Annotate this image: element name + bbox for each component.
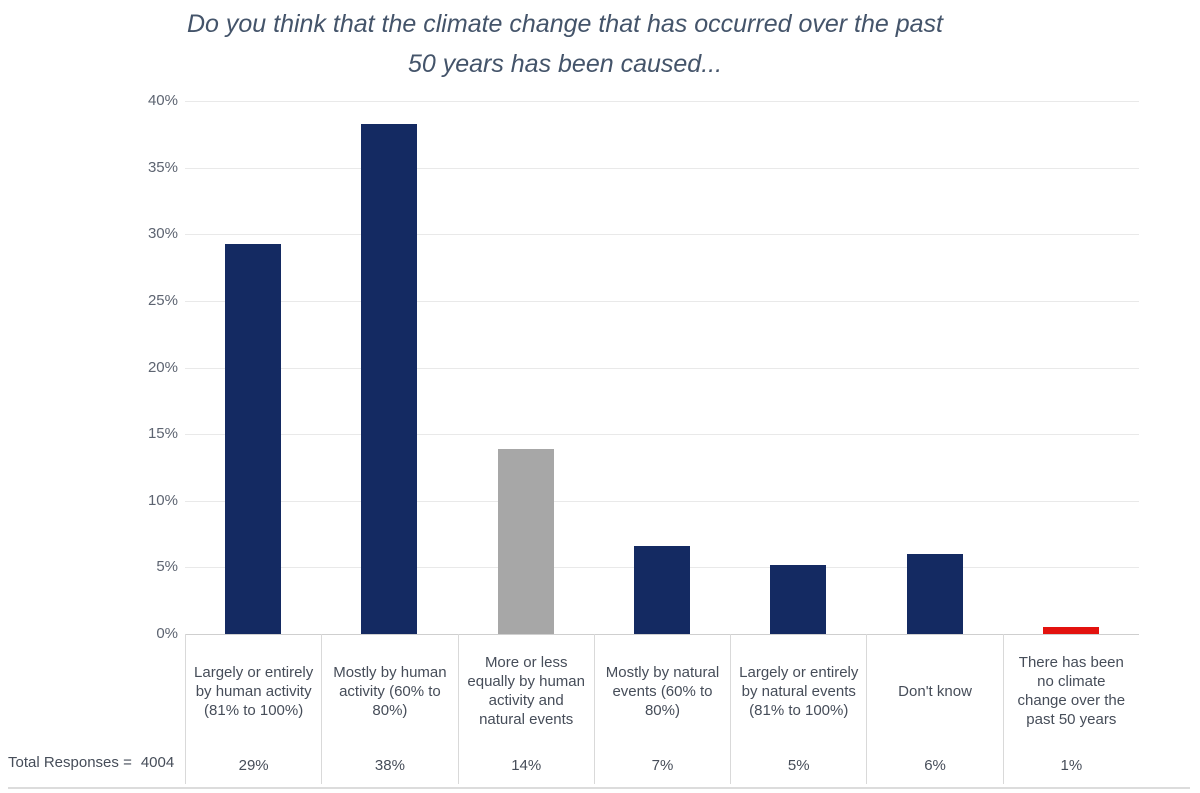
bar-column <box>1003 101 1139 634</box>
total-responses: Total Responses = 4004 <box>8 634 184 784</box>
category-cell: Don't know 6% <box>866 634 1002 784</box>
y-axis-tick-label: 15% <box>147 425 178 443</box>
category-label: Mostly by natural events (60% to 80%) <box>605 663 720 719</box>
category-percent: 7% <box>651 756 674 774</box>
category-label: Largely or entirely by natural events (8… <box>739 663 859 719</box>
gridline <box>185 167 1139 169</box>
bar-5 <box>770 564 827 634</box>
category-table: Largely or entirely by human activity (8… <box>185 634 1139 784</box>
x-axis-line <box>185 634 1139 635</box>
category-label: Don't know <box>898 682 972 700</box>
bar-2 <box>361 123 418 634</box>
category-percent: 6% <box>924 756 946 774</box>
category-cell: Largely or entirely by human activity (8… <box>185 634 321 784</box>
category-percent: 14% <box>511 756 542 774</box>
gridline <box>185 500 1139 502</box>
chart-title-line2: 50 years has been caused... <box>407 50 723 78</box>
bar-column <box>594 101 730 634</box>
y-axis-tick-label: 5% <box>156 558 178 576</box>
bars-layer <box>185 101 1139 634</box>
y-axis-tick-label: 40% <box>147 92 178 109</box>
category-percent: 1% <box>1060 756 1083 774</box>
category-label: There has been no climate change over th… <box>1017 654 1126 728</box>
category-cell: Mostly by human activity (60% to 80%) 38% <box>321 634 457 784</box>
category-cell: More or less equally by human activity a… <box>457 634 594 784</box>
gridline <box>185 434 1139 436</box>
y-axis-tick-label: 25% <box>147 291 178 309</box>
category-label: Mostly by human activity (60% to 80%) <box>333 663 447 719</box>
bar-3 <box>497 448 554 634</box>
bar-column <box>730 101 866 634</box>
bar-7 <box>1042 627 1099 634</box>
bar-column <box>866 101 1002 634</box>
category-cell: Largely or entirely by natural events (8… <box>730 634 866 784</box>
bar-1 <box>225 243 282 634</box>
gridline <box>185 234 1139 236</box>
plot-area <box>185 101 1139 635</box>
bar-4 <box>633 546 690 634</box>
gridline <box>185 367 1139 369</box>
y-axis-tick-label: 35% <box>147 158 178 176</box>
category-cell: There has been no climate change over th… <box>1002 634 1139 784</box>
category-percent: 29% <box>238 756 269 774</box>
category-percent: 5% <box>787 756 810 774</box>
bar-6 <box>906 554 963 634</box>
y-axis-tick-label: 0% <box>156 625 178 642</box>
total-responses-label: Total Responses = <box>8 754 132 771</box>
bottom-border-line <box>8 787 1190 789</box>
total-responses-value: 4004 <box>140 754 175 771</box>
y-axis-tick-label: 20% <box>147 358 178 376</box>
bar-column <box>185 101 321 634</box>
category-label: More or less equally by human activity a… <box>467 654 585 728</box>
bar-column <box>458 101 594 634</box>
y-axis-tick-label: 30% <box>147 225 178 243</box>
category-percent: 38% <box>374 756 405 774</box>
chart-title: Do you think that the climate change tha… <box>35 4 1095 84</box>
category-label: Largely or entirely by human activity (8… <box>194 663 314 719</box>
y-axis: 0% 5% 10% 15% 20% 25% 30% 35% 40% <box>95 92 178 642</box>
bar-column <box>321 101 457 634</box>
gridline <box>185 300 1139 302</box>
category-cell: Mostly by natural events (60% to 80%) 7% <box>593 634 730 784</box>
chart-title-line1: Do you think that the climate change tha… <box>187 10 943 38</box>
gridline <box>185 101 1139 102</box>
y-axis-tick-label: 10% <box>147 491 178 509</box>
